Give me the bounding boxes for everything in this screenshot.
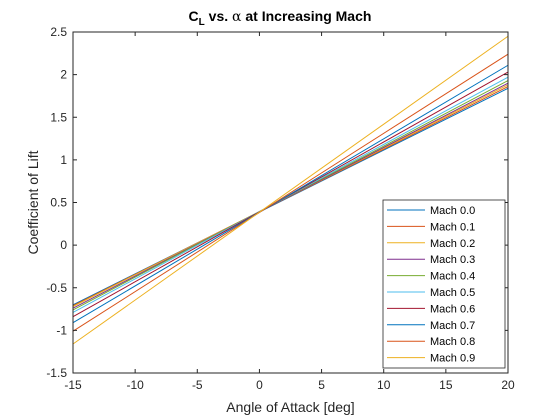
title-middle: vs. [205, 8, 232, 24]
y-tick-label: -0.5 [46, 281, 67, 295]
x-tick-label: -10 [126, 378, 144, 392]
legend-label: Mach 0.9 [430, 353, 475, 365]
y-tick-label: 2.5 [50, 25, 67, 39]
x-axis-ticks: -15 -10 -5 0 5 10 15 20 [64, 32, 515, 392]
legend-label: Mach 0.4 [430, 271, 475, 283]
y-tick-label: -1.5 [46, 366, 67, 380]
x-tick-label: 10 [377, 378, 391, 392]
x-tick-label: 0 [256, 378, 263, 392]
legend-label: Mach 0.2 [430, 238, 475, 250]
y-tick-label: -1 [56, 323, 67, 337]
x-tick-label: -15 [64, 378, 82, 392]
legend-box [382, 199, 506, 369]
x-tick-label: 20 [501, 378, 515, 392]
y-axis-label: Coefficient of Lift [25, 150, 41, 254]
x-axis-label: Angle of Attack [deg] [226, 399, 354, 415]
y-tick-label: 0 [60, 238, 67, 252]
y-tick-label: 0.5 [50, 196, 67, 210]
series-line-8 [72, 53, 509, 332]
legend: Mach 0.0 Mach 0.1 Mach 0.2 Mach 0.3 Mach 0.4… [382, 199, 506, 369]
legend-label: Mach 0.3 [430, 254, 475, 266]
series-line-7 [72, 64, 509, 324]
title-c: C [189, 8, 199, 24]
y-tick-label: 2 [60, 68, 67, 82]
legend-label: Mach 0.6 [430, 303, 475, 315]
x-tick-label: 5 [318, 378, 325, 392]
legend-label: Mach 0.0 [430, 205, 475, 217]
legend-label: Mach 0.1 [430, 221, 475, 233]
y-tick-label: 1 [60, 153, 67, 167]
legend-label: Mach 0.5 [430, 287, 475, 299]
x-tick-label: 15 [439, 378, 453, 392]
legend-label: Mach 0.7 [430, 320, 475, 332]
legend-items: Mach 0.0 Mach 0.1 Mach 0.2 Mach 0.3 Mach 0.4… [387, 205, 475, 365]
title-alpha: α [232, 9, 242, 25]
x-tick-label: -5 [192, 378, 203, 392]
legend-label: Mach 0.8 [430, 336, 475, 348]
y-tick-label: 1.5 [50, 110, 67, 124]
title-rest: at Increasing Mach [242, 8, 372, 24]
series-line-9 [72, 35, 509, 345]
title-subscript: L [199, 17, 205, 28]
y-axis-ticks: -1.5 -1 -0.5 0 0.5 1 1.5 2 2.5 [46, 25, 508, 380]
chart-title: CL vs. α at Increasing Mach [189, 8, 372, 28]
series-layer [72, 35, 509, 345]
